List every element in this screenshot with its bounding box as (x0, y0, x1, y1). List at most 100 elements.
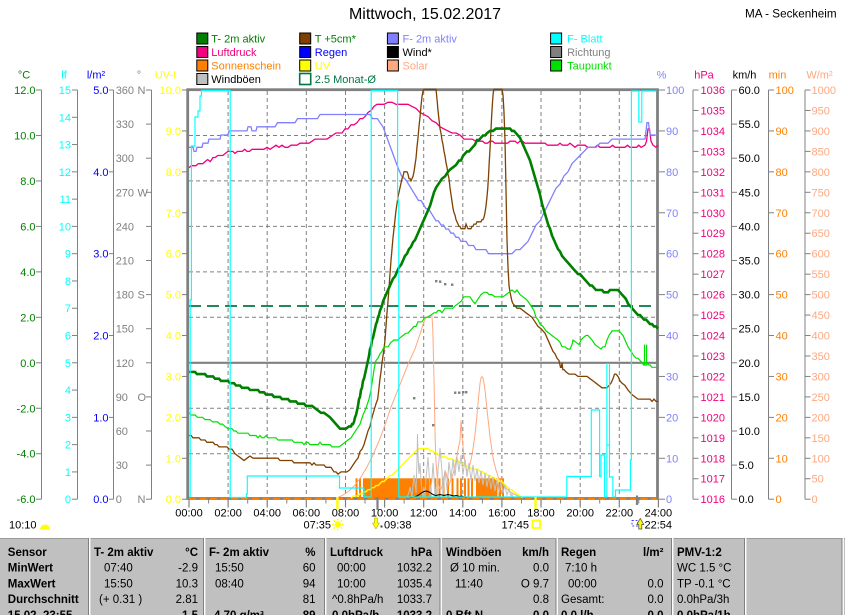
svg-text:N: N (138, 85, 146, 97)
svg-text:Luftdruck: Luftdruck (211, 47, 257, 59)
svg-text:45.0: 45.0 (739, 187, 760, 199)
svg-text:1000: 1000 (812, 85, 836, 97)
svg-text:1035.4: 1035.4 (397, 578, 433, 590)
svg-text:WC 1.5 °C: WC 1.5 °C (677, 563, 731, 575)
svg-text:00:00: 00:00 (337, 563, 366, 575)
svg-text:240: 240 (116, 221, 134, 233)
svg-text:17:45: 17:45 (501, 520, 529, 532)
svg-text:60: 60 (116, 426, 128, 438)
svg-text:1018: 1018 (701, 453, 725, 465)
svg-text:0.0hPa/h: 0.0hPa/h (332, 610, 379, 615)
svg-text:180: 180 (116, 290, 134, 302)
svg-text:100: 100 (666, 85, 684, 97)
svg-text:40: 40 (776, 331, 788, 343)
svg-text:450: 450 (812, 310, 830, 322)
svg-text:6.0: 6.0 (166, 249, 181, 261)
svg-text:1021: 1021 (701, 392, 725, 404)
svg-text:1.0: 1.0 (166, 453, 181, 465)
svg-text:13: 13 (59, 140, 71, 152)
svg-text:15.0: 15.0 (739, 392, 760, 404)
svg-text:l/m²: l/m² (643, 547, 664, 559)
svg-text:70: 70 (776, 208, 788, 220)
svg-text:2.0: 2.0 (93, 331, 108, 343)
svg-text:15:50: 15:50 (215, 563, 244, 575)
svg-text:Sonnenschein: Sonnenschein (211, 61, 281, 73)
svg-text:0 Bft N: 0 Bft N (446, 610, 483, 615)
svg-text:89: 89 (303, 610, 316, 615)
svg-text:60: 60 (303, 563, 316, 575)
svg-text:300: 300 (812, 371, 830, 383)
svg-text:F- Blatt: F- Blatt (567, 34, 602, 46)
svg-text:30: 30 (116, 460, 128, 472)
svg-text:O 9.7: O 9.7 (521, 578, 549, 590)
svg-text:UV: UV (315, 61, 331, 73)
svg-text:0.0: 0.0 (20, 358, 35, 370)
svg-text:950: 950 (812, 106, 830, 118)
svg-text:-2.0: -2.0 (17, 403, 36, 415)
svg-text:7:10 h: 7:10 h (565, 563, 597, 575)
svg-text:20: 20 (776, 412, 788, 424)
svg-text:10: 10 (666, 453, 678, 465)
svg-text:3.0: 3.0 (93, 249, 108, 261)
svg-text:06:00: 06:00 (293, 508, 321, 520)
svg-text:10.0: 10.0 (739, 426, 760, 438)
svg-text:00:00: 00:00 (568, 578, 597, 590)
svg-text:4: 4 (65, 385, 71, 397)
svg-text:0.0: 0.0 (533, 610, 549, 615)
svg-text:270: 270 (116, 187, 134, 199)
svg-text:14:00: 14:00 (449, 508, 477, 520)
svg-text:0.0: 0.0 (533, 563, 549, 575)
svg-text:10: 10 (59, 221, 71, 233)
svg-text:N: N (138, 494, 146, 506)
svg-text:1032.2: 1032.2 (397, 563, 432, 575)
svg-text:T- 2m aktiv: T- 2m aktiv (94, 547, 154, 559)
svg-text:10.3: 10.3 (176, 578, 198, 590)
svg-text:Taupunkt: Taupunkt (567, 61, 612, 73)
svg-text:0.0: 0.0 (648, 594, 664, 606)
svg-text:0: 0 (666, 494, 672, 506)
svg-text:2: 2 (65, 440, 71, 452)
svg-text:00:00: 00:00 (175, 508, 203, 520)
svg-text:1036: 1036 (701, 85, 725, 97)
svg-text:24:00: 24:00 (645, 508, 673, 520)
svg-text:°: ° (137, 70, 141, 82)
svg-text:Gesamt:: Gesamt: (561, 594, 604, 606)
svg-text:MinWert: MinWert (8, 563, 53, 575)
svg-text:10.0: 10.0 (160, 85, 181, 97)
svg-text:W/m²: W/m² (806, 70, 833, 82)
svg-text:8.0: 8.0 (20, 176, 35, 188)
svg-text:5: 5 (65, 358, 71, 370)
svg-text:9.0: 9.0 (166, 126, 181, 138)
svg-text:Richtung: Richtung (567, 47, 610, 59)
svg-text:60.0: 60.0 (739, 85, 760, 97)
svg-text:50: 50 (776, 290, 788, 302)
svg-text:30: 30 (666, 371, 678, 383)
svg-text:km/h: km/h (522, 547, 549, 559)
svg-text:10:00: 10:00 (337, 578, 366, 590)
svg-text:0.0hPa/3h: 0.0hPa/3h (677, 594, 729, 606)
svg-text:4.70 g/m³: 4.70 g/m³ (214, 610, 264, 615)
svg-text:TP -0.1 °C: TP -0.1 °C (677, 578, 731, 590)
svg-text:%: % (305, 547, 315, 559)
svg-text:^0.8hPa/h: ^0.8hPa/h (332, 594, 383, 606)
svg-text:650: 650 (812, 228, 830, 240)
svg-text:8.0: 8.0 (166, 167, 181, 179)
svg-text:350: 350 (812, 351, 830, 363)
svg-text:1025: 1025 (701, 310, 725, 322)
svg-text:700: 700 (812, 208, 830, 220)
svg-text:100: 100 (812, 453, 830, 465)
svg-text:Luftdruck: Luftdruck (330, 547, 384, 559)
svg-text:T +5cm*: T +5cm* (315, 34, 357, 46)
svg-text:0.0: 0.0 (648, 578, 664, 590)
svg-text:90: 90 (776, 126, 788, 138)
svg-text:600: 600 (812, 249, 830, 261)
svg-text:12: 12 (59, 167, 71, 179)
svg-text:Regen: Regen (315, 47, 347, 59)
svg-text:F- 2m aktiv: F- 2m aktiv (403, 34, 458, 46)
svg-text:0.8: 0.8 (533, 594, 549, 606)
svg-text:°C: °C (185, 547, 198, 559)
svg-text:30.0: 30.0 (739, 290, 760, 302)
svg-text:1026: 1026 (701, 290, 725, 302)
svg-text:20:00: 20:00 (566, 508, 594, 520)
svg-text:1.0: 1.0 (93, 412, 108, 424)
